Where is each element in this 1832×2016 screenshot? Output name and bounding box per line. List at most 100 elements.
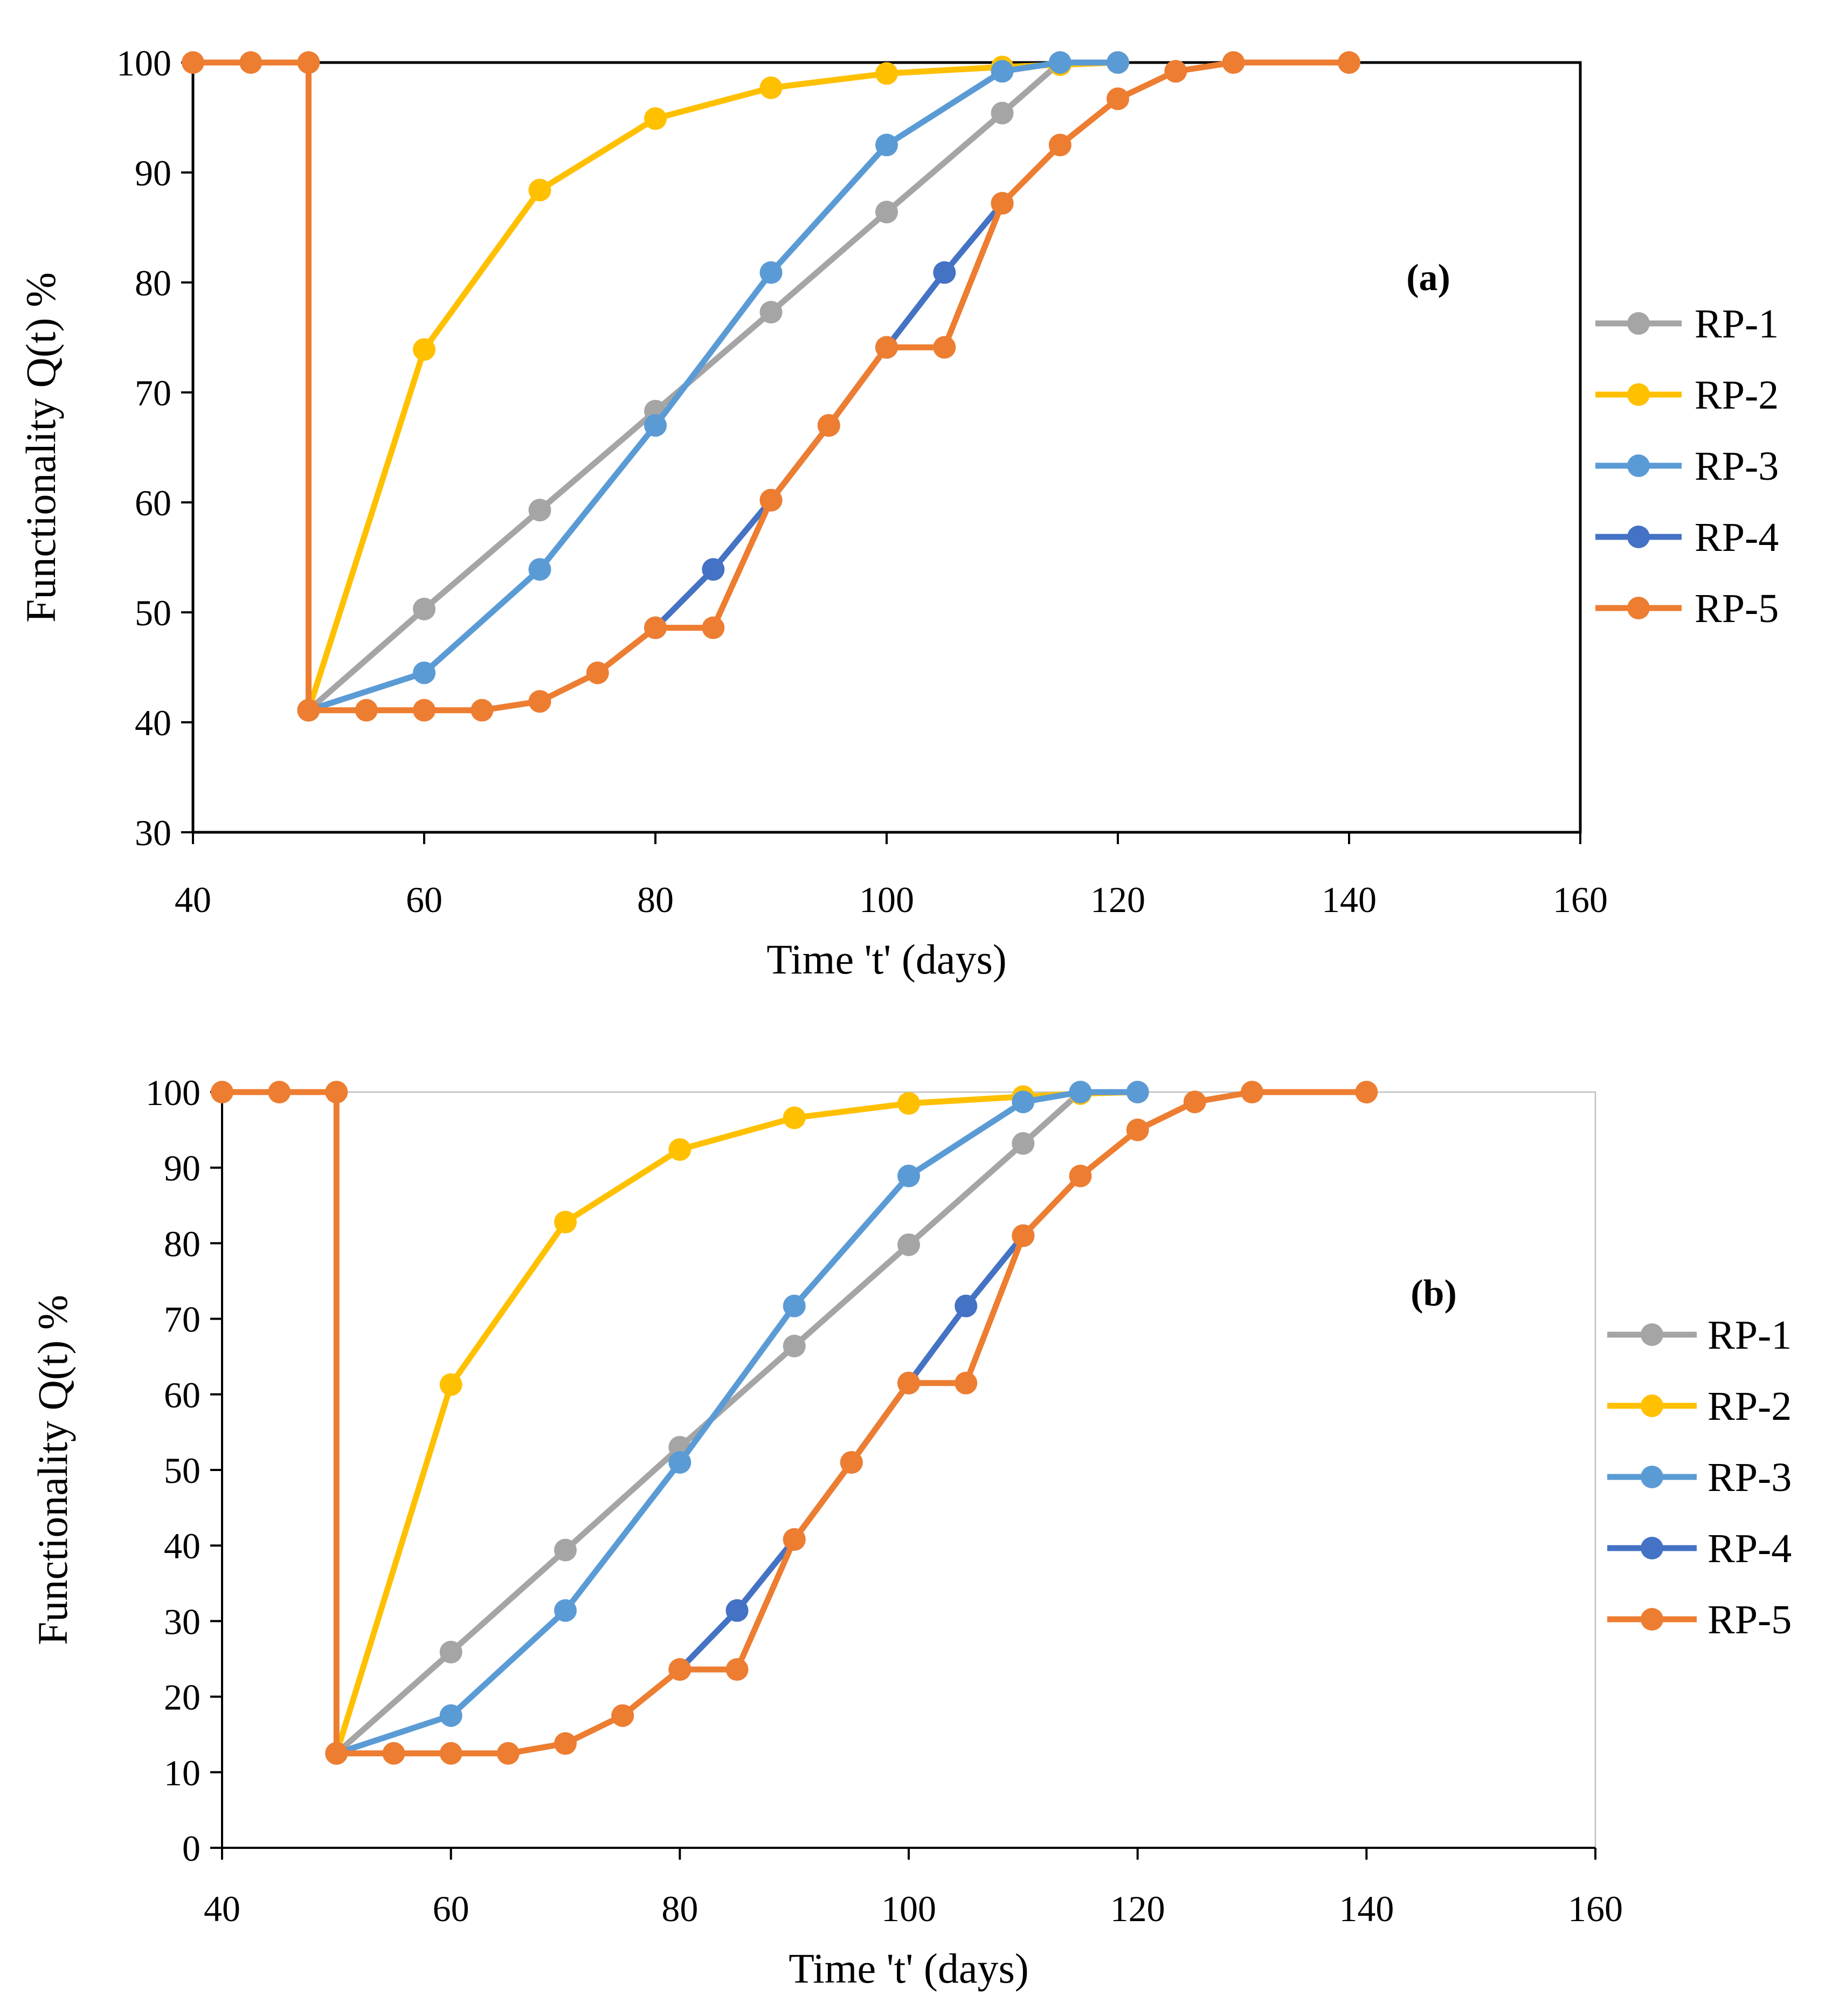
legend-label-rp-1: RP-1 xyxy=(1695,301,1779,347)
chart-a-point-rp-5 xyxy=(182,51,204,74)
chart-a-point-rp-5 xyxy=(1048,134,1071,156)
chart-a: 40 60 80 100 120 140 16030405060708090100Time … xyxy=(17,43,1779,983)
legend-marker-rp-4 xyxy=(1641,1537,1663,1559)
chart-b-y-tick-label: 40 xyxy=(164,1525,201,1566)
chart-a-point-rp-5 xyxy=(1222,51,1245,74)
chart-b-plot-frame xyxy=(221,1091,1596,1849)
chart-a-y-tick-label: 70 xyxy=(135,372,171,413)
chart-a-x-tick-label: 100 xyxy=(859,879,914,920)
chart-a-series-rp-5 xyxy=(182,51,1360,722)
chart-a-point-rp-2 xyxy=(875,62,898,85)
chart-b-point-rp-5 xyxy=(1012,1224,1035,1247)
chart-a-x-tick-label: 40 xyxy=(175,879,211,920)
legend-label-rp-4: RP-4 xyxy=(1707,1526,1792,1571)
chart-a-x-tick-label: 160 xyxy=(1553,879,1608,920)
chart-b-point-rp-1 xyxy=(1012,1132,1035,1155)
chart-a-point-rp-2 xyxy=(644,107,667,130)
chart-a-point-rp-2 xyxy=(759,76,783,99)
chart-b-line-rp-1 xyxy=(334,1089,1083,1756)
legend-label-rp-1: RP-1 xyxy=(1707,1313,1792,1358)
chart-a-point-rp-3 xyxy=(644,414,667,437)
chart-b-point-rp-1 xyxy=(554,1538,577,1562)
chart-b-y-tick-label: 50 xyxy=(164,1450,201,1491)
chart-b-panel-tag: (b) xyxy=(1411,1273,1457,1314)
chart-a-y-tick-label: 100 xyxy=(116,43,171,84)
legend-label-rp-2: RP-2 xyxy=(1695,372,1779,418)
chart-a-point-rp-2 xyxy=(413,338,435,361)
chart-b-point-rp-5 xyxy=(211,1081,233,1103)
chart-a-point-rp-1 xyxy=(759,301,783,324)
chart-b-point-rp-4 xyxy=(725,1599,749,1622)
legend-marker-rp-1 xyxy=(1627,312,1650,335)
chart-a-point-rp-3 xyxy=(759,261,783,284)
chart-a-point-rp-3 xyxy=(875,134,898,156)
chart-b-line-rp-5 xyxy=(222,1089,1367,1757)
chart-b-point-rp-2 xyxy=(668,1138,692,1161)
chart-a-point-rp-5 xyxy=(471,699,494,722)
legend-marker-rp-3 xyxy=(1627,454,1650,477)
chart-b-point-rp-1 xyxy=(439,1640,462,1663)
chart-b-point-rp-5 xyxy=(897,1371,920,1394)
chart-b-y-tick-label: 100 xyxy=(146,1072,201,1113)
chart-b-point-rp-1 xyxy=(897,1233,920,1256)
chart-a-point-rp-1 xyxy=(413,597,435,620)
chart-b-y-tick-label: 90 xyxy=(164,1148,201,1189)
legend-label-rp-3: RP-3 xyxy=(1707,1455,1792,1500)
chart-a-y-tick-label: 50 xyxy=(135,592,171,633)
chart-b-x-tick-label: 160 xyxy=(1568,1888,1623,1929)
chart-a-y-tick-label: 40 xyxy=(135,702,171,743)
chart-a-point-rp-5 xyxy=(817,414,840,437)
chart-a-point-rp-4 xyxy=(933,261,956,284)
chart-b-point-rp-5 xyxy=(268,1081,291,1103)
chart-a-point-rp-1 xyxy=(528,499,551,522)
chart-a-point-rp-2 xyxy=(528,178,551,202)
chart-b-legend: RP-1 RP-2 RP-3 RP-4 RP-5 xyxy=(1607,1313,1792,1642)
chart-b-x-tick-label: 40 xyxy=(204,1888,240,1929)
chart-b-point-rp-5 xyxy=(1126,1119,1149,1142)
chart-a-point-rp-5 xyxy=(355,699,378,722)
chart-a-panel-tag: (a) xyxy=(1406,257,1450,299)
chart-a-y-tick-label: 60 xyxy=(135,482,171,523)
chart-b-point-rp-5 xyxy=(496,1742,520,1765)
chart-a-point-rp-1 xyxy=(991,101,1014,125)
legend-marker-rp-3 xyxy=(1641,1466,1663,1488)
chart-b-point-rp-5 xyxy=(725,1658,749,1681)
chart-a-point-rp-5 xyxy=(297,51,320,74)
chart-a-x-axis-title: Time 't' (days) xyxy=(766,936,1007,983)
chart-b-series-rp-5 xyxy=(211,1081,1378,1765)
legend-marker-rp-5 xyxy=(1641,1608,1663,1631)
chart-a-point-rp-5 xyxy=(759,488,783,512)
chart-b-point-rp-5 xyxy=(783,1528,806,1551)
chart-b-point-rp-2 xyxy=(554,1211,577,1234)
chart-b-point-rp-5 xyxy=(439,1742,462,1765)
chart-b-point-rp-3 xyxy=(439,1704,462,1727)
chart-a-point-rp-5 xyxy=(875,336,898,359)
chart-b-point-rp-2 xyxy=(897,1092,920,1115)
chart-a-y-tick-label: 30 xyxy=(135,812,171,853)
chart-a-point-rp-3 xyxy=(991,60,1014,83)
chart-b-point-rp-3 xyxy=(1069,1081,1092,1103)
chart-b-point-rp-5 xyxy=(325,1081,348,1103)
chart-b-y-tick-label: 70 xyxy=(164,1299,201,1340)
chart-b-point-rp-5 xyxy=(1355,1081,1378,1103)
chart-b-y-tick-label: 30 xyxy=(164,1601,201,1642)
chart-a-y-axis-title: Functionality Q(t) % xyxy=(17,272,64,623)
chart-b-point-rp-5 xyxy=(1183,1090,1206,1114)
chart-b-y-axis-title: Functionality Q(t) % xyxy=(29,1295,76,1645)
chart-b-point-rp-5 xyxy=(668,1658,692,1681)
legend-marker-rp-5 xyxy=(1627,597,1650,619)
chart-b-point-rp-5 xyxy=(1069,1164,1092,1187)
chart-a-y-tick-label: 90 xyxy=(135,153,171,194)
chart-b-y-tick-label: 60 xyxy=(164,1375,201,1416)
chart-b-point-rp-4 xyxy=(955,1294,978,1317)
chart-a-x-tick-label: 80 xyxy=(637,879,674,920)
chart-a-x-tick-label: 60 xyxy=(406,879,443,920)
legend-marker-rp-2 xyxy=(1641,1394,1663,1417)
chart-a-point-rp-5 xyxy=(297,699,320,722)
chart-a-point-rp-5 xyxy=(239,51,262,74)
legend-marker-rp-4 xyxy=(1627,526,1650,548)
chart-a-point-rp-5 xyxy=(991,192,1014,215)
legend-label-rp-4: RP-4 xyxy=(1695,515,1779,560)
chart-b-point-rp-3 xyxy=(783,1294,806,1317)
chart-a-point-rp-5 xyxy=(413,699,435,722)
